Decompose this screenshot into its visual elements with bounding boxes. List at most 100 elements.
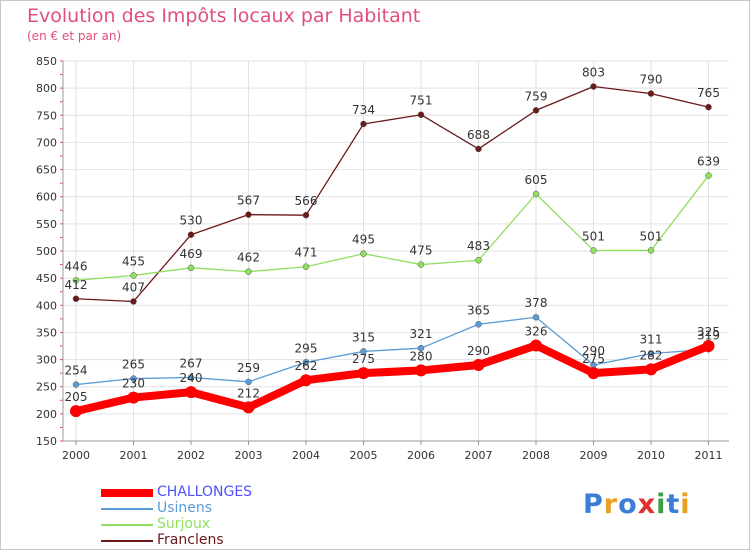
data-label: 321 — [410, 327, 433, 341]
data-label: 495 — [352, 233, 375, 247]
data-label: 262 — [295, 359, 318, 373]
data-label: 469 — [180, 247, 203, 261]
data-point — [530, 339, 542, 352]
data-point — [415, 364, 427, 377]
data-point — [360, 120, 367, 128]
x-tick-label: 2001 — [120, 449, 148, 462]
x-tick-label: 2008 — [522, 449, 550, 462]
y-tick-label: 400 — [36, 299, 57, 312]
data-label: 734 — [352, 103, 375, 117]
proxiti-logo: Proxiti — [583, 489, 691, 520]
data-point — [245, 378, 252, 386]
data-point — [645, 363, 657, 376]
data-point — [475, 321, 482, 328]
legend-swatch — [101, 489, 153, 497]
data-label: 378 — [525, 296, 548, 310]
data-point — [72, 295, 80, 303]
series-line-usinens — [75, 316, 710, 386]
data-point — [185, 386, 197, 399]
data-label: 230 — [122, 377, 145, 391]
data-label: 267 — [180, 356, 203, 370]
x-tick-label: 2010 — [637, 449, 665, 462]
y-tick-label: 150 — [36, 435, 57, 448]
data-label: 290 — [467, 344, 490, 358]
data-label: 275 — [582, 352, 605, 366]
chart-title: Evolution des Impôts locaux par Habitant — [27, 5, 421, 27]
data-label: 803 — [582, 66, 605, 80]
data-label: 280 — [410, 349, 433, 363]
data-point — [300, 374, 312, 387]
x-tick-label: 2002 — [177, 449, 205, 462]
data-label: 688 — [467, 128, 490, 142]
data-label: 315 — [352, 330, 375, 344]
y-tick-label: 500 — [36, 245, 57, 258]
y-tick-label: 300 — [36, 354, 57, 367]
x-tick-label: 2000 — [62, 449, 90, 462]
data-point — [417, 111, 425, 118]
data-point — [590, 247, 597, 254]
legend-label: Usinens — [157, 500, 213, 516]
data-label: 501 — [582, 229, 605, 243]
y-tick-label: 700 — [36, 136, 57, 149]
data-label: 530 — [180, 214, 203, 228]
data-point — [187, 231, 195, 238]
data-label: 475 — [410, 244, 433, 258]
data-label: 471 — [295, 246, 318, 260]
series-line-challonges — [72, 341, 713, 416]
data-label: 751 — [410, 94, 433, 108]
data-label: 567 — [237, 194, 260, 208]
data-label: 639 — [697, 155, 720, 169]
data-point — [587, 367, 600, 380]
data-label: 259 — [237, 361, 260, 375]
data-label: 212 — [237, 386, 260, 400]
data-point — [72, 381, 80, 388]
y-tick-label: 250 — [36, 381, 57, 394]
y-tick-label: 600 — [36, 191, 57, 204]
data-label: 290 — [582, 344, 605, 358]
legend-swatch — [101, 524, 153, 526]
data-point — [705, 172, 712, 179]
legend-label: Surjoux — [157, 516, 211, 532]
data-label: 254 — [65, 364, 88, 378]
data-label: 365 — [467, 303, 490, 317]
data-point — [472, 359, 485, 371]
data-label: 275 — [352, 352, 375, 366]
data-point — [590, 83, 597, 90]
chart-subtitle: (en € et par an) — [27, 29, 122, 43]
data-point — [532, 190, 540, 198]
legend-label: CHALLONGES — [157, 484, 253, 500]
y-tick-label: 450 — [36, 272, 57, 285]
data-label: 326 — [525, 324, 548, 338]
data-point — [130, 298, 137, 305]
data-label: 205 — [65, 390, 88, 404]
data-label: 311 — [640, 333, 663, 347]
data-point — [127, 391, 140, 404]
data-point — [357, 367, 370, 380]
y-tick-label: 850 — [36, 55, 57, 68]
data-point — [130, 272, 137, 279]
data-label: 325 — [697, 325, 720, 339]
legend-swatch — [101, 540, 153, 542]
data-point — [532, 313, 540, 321]
series-line-surjoux — [75, 174, 710, 281]
x-tick-label: 2011 — [695, 449, 723, 462]
data-point — [302, 359, 310, 366]
data-point — [302, 263, 310, 270]
data-label: 462 — [237, 251, 260, 265]
y-tick-label: 800 — [36, 82, 57, 95]
data-point — [130, 375, 137, 382]
data-point — [702, 340, 715, 352]
data-point — [647, 90, 655, 97]
data-point — [417, 261, 425, 268]
data-point — [360, 348, 367, 355]
data-point — [647, 350, 655, 357]
y-tick-label: 650 — [36, 164, 57, 177]
x-tick-label: 2003 — [235, 449, 263, 462]
data-point — [245, 211, 252, 218]
data-label: 407 — [122, 280, 145, 294]
data-label: 319 — [697, 328, 720, 342]
y-tick-label: 200 — [36, 408, 57, 421]
data-point — [187, 374, 195, 381]
data-label: 265 — [122, 358, 145, 372]
